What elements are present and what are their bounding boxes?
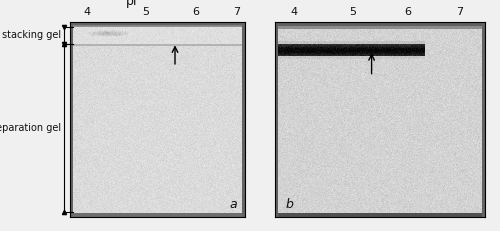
- Text: 4: 4: [290, 7, 298, 17]
- Text: 5: 5: [349, 7, 356, 17]
- Text: separation gel: separation gel: [0, 123, 62, 133]
- Text: 7: 7: [456, 7, 464, 17]
- Text: 6: 6: [192, 7, 200, 17]
- Text: a: a: [229, 198, 237, 211]
- Text: b: b: [285, 198, 293, 211]
- Text: pI: pI: [126, 0, 137, 8]
- Text: 7: 7: [232, 7, 240, 17]
- Text: stacking gel: stacking gel: [2, 30, 62, 40]
- Text: 4: 4: [84, 7, 91, 17]
- Text: 6: 6: [404, 7, 411, 17]
- Text: 5: 5: [142, 7, 149, 17]
